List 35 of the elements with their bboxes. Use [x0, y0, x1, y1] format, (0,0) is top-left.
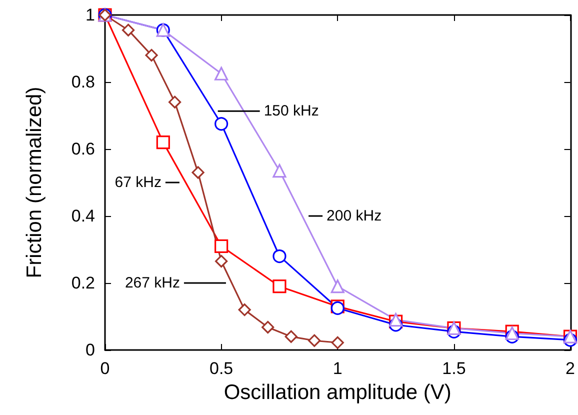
point — [308, 334, 321, 347]
x-tick-label: 0 — [100, 359, 110, 378]
point — [214, 239, 228, 253]
point — [238, 304, 251, 316]
point — [192, 166, 204, 179]
point — [168, 96, 182, 108]
y-tick-label: 0.2 — [71, 274, 95, 292]
x-tick-label: 2 — [566, 359, 576, 378]
y-axis-title: Friction (normalized) — [23, 86, 46, 278]
point — [272, 164, 286, 178]
point — [272, 249, 286, 263]
point — [145, 48, 158, 62]
point — [215, 254, 228, 268]
y-tick-label: 0.4 — [71, 206, 95, 226]
annotation: 150 kHz — [264, 102, 319, 120]
annotation: 67 kHz — [114, 174, 162, 191]
point — [330, 280, 344, 294]
y-tick-label: 0.6 — [71, 140, 95, 158]
point — [122, 24, 135, 36]
annotation: 267 kHz — [124, 274, 180, 292]
point — [262, 320, 274, 334]
point — [284, 330, 298, 343]
x-tick-label: 1.5 — [442, 359, 466, 378]
point — [331, 336, 344, 349]
x-tick-label: 1 — [332, 359, 342, 378]
x-tick-label: 0.5 — [210, 359, 234, 378]
point — [214, 117, 228, 131]
x-axis-title: Oscillation amplitude (V) — [224, 381, 452, 404]
point — [156, 136, 170, 150]
y-tick-label: 0 — [86, 340, 95, 360]
annotation: 200 kHz — [326, 208, 382, 224]
point — [272, 280, 286, 294]
point — [214, 66, 228, 80]
y-tick-label: 0.8 — [71, 72, 95, 92]
y-tick-label: 1 — [86, 6, 95, 24]
